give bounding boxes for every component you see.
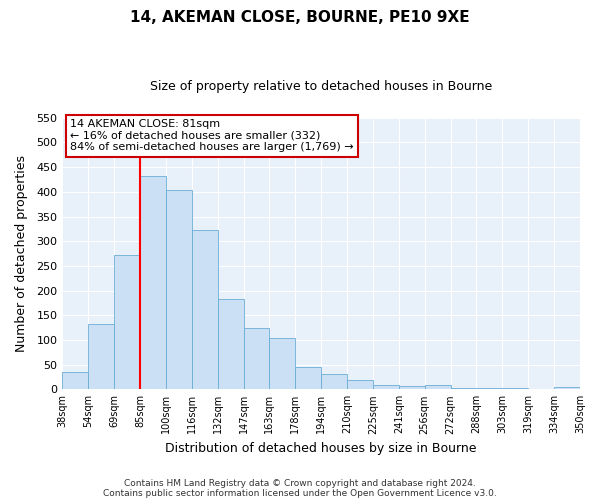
Bar bbox=[166, 190, 192, 390]
Bar bbox=[502, 388, 528, 390]
Bar bbox=[114, 255, 140, 390]
X-axis label: Distribution of detached houses by size in Bourne: Distribution of detached houses by size … bbox=[166, 442, 477, 455]
Bar bbox=[399, 386, 425, 390]
Text: 14 AKEMAN CLOSE: 81sqm
← 16% of detached houses are smaller (332)
84% of semi-de: 14 AKEMAN CLOSE: 81sqm ← 16% of detached… bbox=[70, 120, 354, 152]
Bar bbox=[476, 388, 502, 390]
Bar bbox=[269, 338, 295, 390]
Text: 14, AKEMAN CLOSE, BOURNE, PE10 9XE: 14, AKEMAN CLOSE, BOURNE, PE10 9XE bbox=[130, 10, 470, 25]
Bar bbox=[88, 324, 114, 390]
Bar bbox=[218, 299, 244, 390]
Bar bbox=[321, 374, 347, 390]
Bar bbox=[554, 387, 580, 390]
Bar bbox=[244, 328, 269, 390]
Bar bbox=[62, 372, 88, 390]
Bar bbox=[347, 380, 373, 390]
Text: Contains HM Land Registry data © Crown copyright and database right 2024.: Contains HM Land Registry data © Crown c… bbox=[124, 478, 476, 488]
Title: Size of property relative to detached houses in Bourne: Size of property relative to detached ho… bbox=[150, 80, 492, 93]
Text: Contains public sector information licensed under the Open Government Licence v3: Contains public sector information licen… bbox=[103, 488, 497, 498]
Bar bbox=[295, 366, 321, 390]
Bar bbox=[451, 388, 476, 390]
Bar bbox=[425, 386, 451, 390]
Bar bbox=[373, 386, 399, 390]
Bar bbox=[140, 176, 166, 390]
Bar bbox=[192, 230, 218, 390]
Y-axis label: Number of detached properties: Number of detached properties bbox=[15, 155, 28, 352]
